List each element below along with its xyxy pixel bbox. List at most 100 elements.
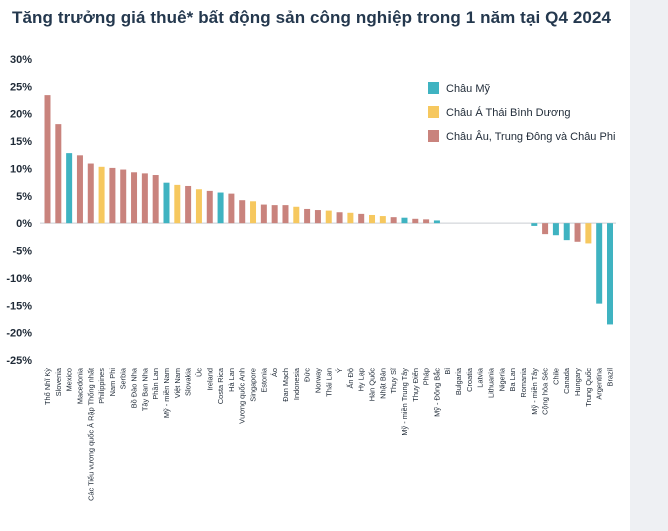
bar (163, 183, 169, 223)
y-tick-label: -25% (6, 355, 32, 367)
legend-label: Châu Âu, Trung Đông và Châu Phi (446, 130, 615, 143)
bar (99, 167, 105, 223)
y-tick-label: -15% (6, 300, 32, 312)
bar (250, 201, 256, 223)
x-tick-label: Ba Lan (508, 368, 517, 391)
bar (391, 217, 397, 223)
bar (77, 155, 83, 223)
bar (542, 223, 548, 234)
x-tick-label: Đức (303, 368, 312, 382)
x-tick-label: Áo (270, 368, 279, 377)
bar (347, 213, 353, 223)
x-tick-label: Philippines (97, 368, 106, 404)
x-tick-label: Đan Mạch (281, 368, 290, 402)
y-tick-label: 15% (10, 136, 32, 148)
x-tick-label: Hy Lạp (357, 368, 366, 391)
x-tick-label: Pháp (422, 368, 431, 385)
bar (412, 219, 418, 223)
bar (45, 95, 51, 223)
bar (66, 153, 72, 223)
x-tick-label: Norway (313, 368, 322, 393)
x-tick-label: Ấn Độ (345, 368, 355, 389)
bar (293, 207, 299, 223)
bar (142, 173, 148, 223)
bar (109, 168, 115, 223)
x-tick-label: Nhật Bản (378, 368, 387, 399)
bar (380, 216, 386, 223)
bar (304, 209, 310, 223)
x-tick-label: Hàn Quốc (368, 368, 377, 402)
x-tick-label: Nigeria (497, 367, 506, 391)
x-tick-label: Brazil (606, 368, 615, 387)
y-tick-label: -10% (6, 273, 32, 285)
x-tick-label: Hà Lan (227, 368, 236, 392)
x-tick-label: Bỉ (443, 368, 452, 375)
legend-swatch (428, 82, 439, 94)
y-tick-label: 0% (16, 218, 32, 230)
bar (88, 164, 94, 224)
bar (153, 175, 159, 223)
bar (434, 220, 440, 223)
x-tick-label: Mexico (65, 368, 74, 391)
x-tick-label: Bulgaria (454, 367, 463, 395)
x-tick-label: Vương quốc Anh (238, 368, 247, 424)
x-tick-label: Thụy Sĩ (389, 367, 398, 393)
x-tick-label: Romania (519, 367, 528, 397)
y-tick-label: 5% (16, 191, 32, 203)
x-tick-label: Macedonia (75, 367, 84, 404)
y-tick-label: -20% (6, 328, 32, 340)
x-tick-label: Thổ Nhĩ Kỳ (43, 368, 52, 405)
bar (261, 205, 267, 224)
x-tick-label: Thái Lan (324, 368, 333, 397)
x-tick-label: Lithuania (487, 367, 496, 398)
x-tick-label: Mỹ - miền Nam (162, 368, 171, 418)
bar (423, 219, 429, 223)
x-tick-label: Mỹ - Đông Bắc (432, 368, 441, 417)
y-tick-label: -5% (12, 246, 32, 258)
bar (272, 205, 278, 223)
bar (239, 200, 245, 223)
x-tick-label: Thụy Điển (411, 368, 420, 402)
bar (207, 191, 213, 223)
bar (196, 189, 202, 223)
x-tick-label: Tây Ban Nha (140, 367, 149, 411)
bar (120, 170, 126, 224)
bar (55, 124, 61, 223)
bar (564, 223, 570, 240)
x-tick-label: Chile (551, 368, 560, 385)
bar-chart: 30%25%20%15%10%5%0%-5%-10%-15%-20%-25%Th… (0, 0, 668, 531)
bar (585, 223, 591, 243)
y-tick-label: 25% (10, 81, 32, 93)
y-tick-label: 10% (10, 163, 32, 175)
x-tick-label: Argentina (595, 367, 604, 400)
x-tick-label: Hungary (573, 368, 582, 396)
bar (315, 210, 321, 223)
x-tick-label: Cộng hòa Séc (541, 368, 550, 415)
bar (337, 212, 343, 223)
x-tick-label: Slovenia (54, 367, 63, 396)
x-tick-label: Trung Quốc (584, 368, 593, 407)
bar (401, 218, 407, 223)
x-tick-label: Việt Nam (173, 368, 182, 398)
x-tick-label: Mỹ - miền Tây (530, 368, 539, 415)
legend-swatch (428, 106, 439, 118)
x-tick-label: Latvia (476, 367, 485, 388)
bar (553, 223, 559, 235)
legend-label: Châu Mỹ (446, 83, 491, 95)
bar (185, 186, 191, 223)
x-tick-label: Các Tiểu vương quốc Ả Rập Thống nhất (86, 368, 95, 501)
x-tick-label: Phần Lan (151, 368, 160, 400)
bar (358, 214, 364, 223)
x-tick-label: Indonesia (292, 367, 301, 400)
page-edge-panel (630, 0, 668, 531)
bar (228, 194, 234, 224)
x-tick-label: Costa Rica (216, 367, 225, 404)
bar (326, 211, 332, 224)
x-tick-label: Singapore (249, 368, 258, 402)
x-tick-label: Croatia (465, 367, 474, 392)
x-tick-label: Canada (562, 367, 571, 394)
x-tick-label: Ý (335, 368, 344, 373)
legend-swatch (428, 130, 439, 142)
x-tick-label: Serbia (119, 367, 128, 389)
bar (282, 205, 288, 223)
